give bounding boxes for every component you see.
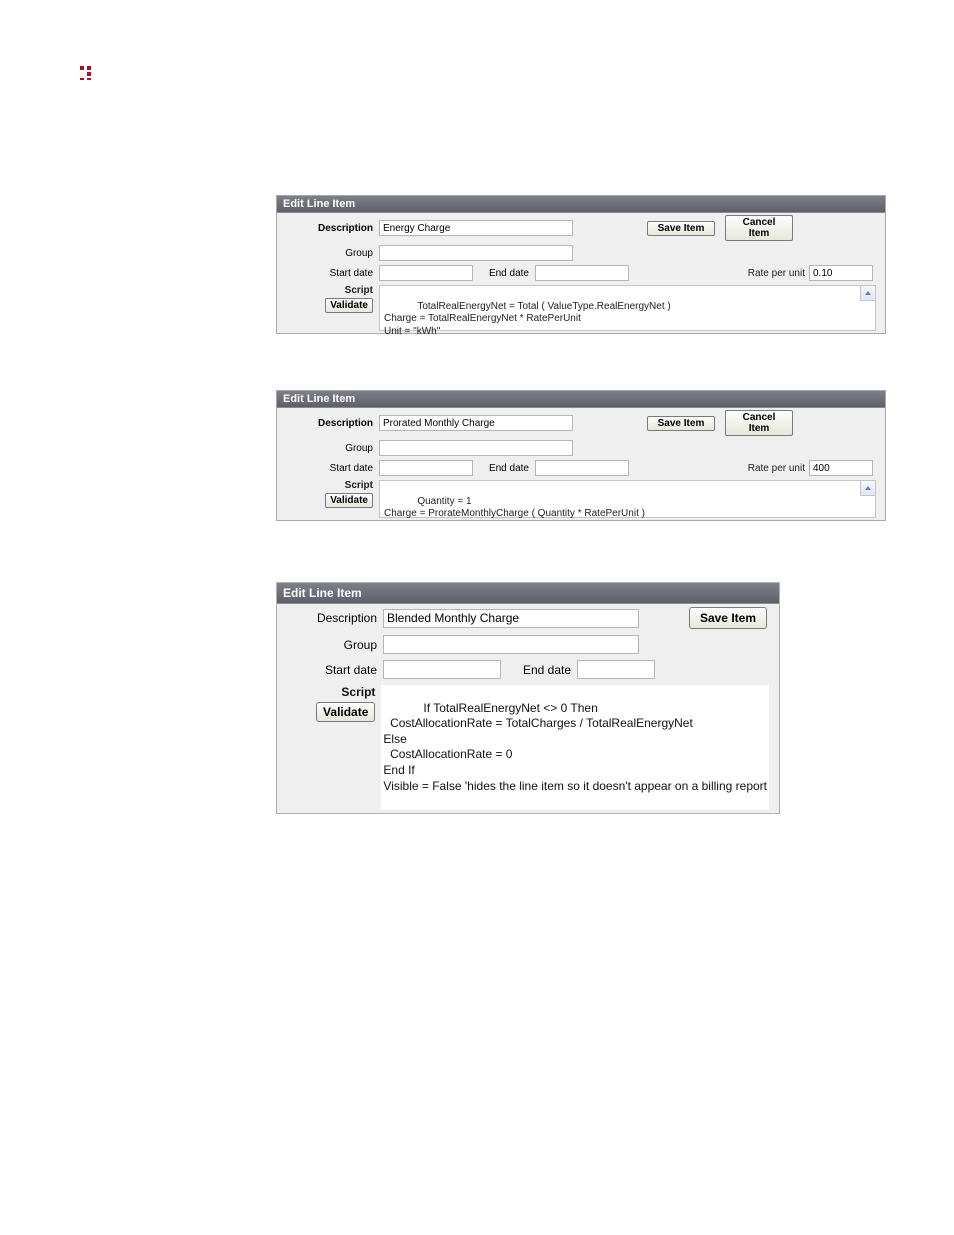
- rate-input[interactable]: [809, 460, 873, 476]
- validate-button[interactable]: Validate: [325, 493, 373, 508]
- save-item-button[interactable]: Save Item: [647, 221, 715, 236]
- description-input[interactable]: [383, 609, 639, 628]
- description-input[interactable]: [379, 220, 573, 236]
- brand-logo: [80, 66, 92, 80]
- save-item-button[interactable]: Save Item: [689, 607, 767, 629]
- script-label: Script: [277, 285, 373, 296]
- end-date-input[interactable]: [577, 660, 655, 679]
- group-label: Group: [277, 443, 379, 454]
- scroll-up-icon[interactable]: [860, 286, 875, 301]
- end-date-input[interactable]: [535, 460, 629, 476]
- rate-label: Rate per unit: [748, 463, 805, 474]
- rate-input[interactable]: [809, 265, 873, 281]
- script-textarea[interactable]: TotalRealEnergyNet = Total ( ValueType.R…: [379, 285, 876, 331]
- start-date-label: Start date: [277, 463, 379, 474]
- start-date-label: Start date: [277, 663, 383, 677]
- scroll-up-icon[interactable]: [860, 481, 875, 496]
- panel-header: Edit Line Item: [277, 196, 885, 213]
- validate-button[interactable]: Validate: [316, 702, 375, 722]
- script-label: Script: [277, 480, 373, 491]
- end-date-label: End date: [473, 268, 535, 279]
- panel-header: Edit Line Item: [277, 391, 885, 408]
- end-date-label: End date: [501, 663, 577, 677]
- panel-header: Edit Line Item: [277, 583, 779, 604]
- script-text: Quantity = 1 Charge = ProrateMonthlyChar…: [384, 496, 645, 520]
- cancel-item-button[interactable]: Cancel Item: [725, 215, 793, 241]
- start-date-input[interactable]: [383, 660, 501, 679]
- end-date-input[interactable]: [535, 265, 629, 281]
- group-input[interactable]: [379, 245, 573, 261]
- description-label: Description: [277, 611, 383, 625]
- start-date-input[interactable]: [379, 265, 473, 281]
- script-text: TotalRealEnergyNet = Total ( ValueType.R…: [384, 301, 671, 337]
- edit-line-item-panel-3: Edit Line Item Description Save Item Gro…: [276, 582, 780, 814]
- script-textarea[interactable]: Quantity = 1 Charge = ProrateMonthlyChar…: [379, 480, 876, 518]
- start-date-input[interactable]: [379, 460, 473, 476]
- validate-button[interactable]: Validate: [325, 298, 373, 313]
- description-label: Description: [277, 223, 379, 234]
- cancel-item-button[interactable]: Cancel Item: [725, 410, 793, 436]
- script-label: Script: [277, 685, 375, 699]
- group-input[interactable]: [379, 440, 573, 456]
- group-label: Group: [277, 638, 383, 652]
- description-label: Description: [277, 418, 379, 429]
- end-date-label: End date: [473, 463, 535, 474]
- description-input[interactable]: [379, 415, 573, 431]
- edit-line-item-panel-1: Edit Line Item Description Save Item Can…: [276, 195, 886, 334]
- group-label: Group: [277, 248, 379, 259]
- script-textarea[interactable]: If TotalRealEnergyNet <> 0 Then CostAllo…: [381, 685, 769, 810]
- edit-line-item-panel-2: Edit Line Item Description Save Item Can…: [276, 390, 886, 521]
- rate-label: Rate per unit: [748, 268, 805, 279]
- script-text: If TotalRealEnergyNet <> 0 Then CostAllo…: [383, 701, 767, 793]
- group-input[interactable]: [383, 635, 639, 654]
- save-item-button[interactable]: Save Item: [647, 416, 715, 431]
- start-date-label: Start date: [277, 268, 379, 279]
